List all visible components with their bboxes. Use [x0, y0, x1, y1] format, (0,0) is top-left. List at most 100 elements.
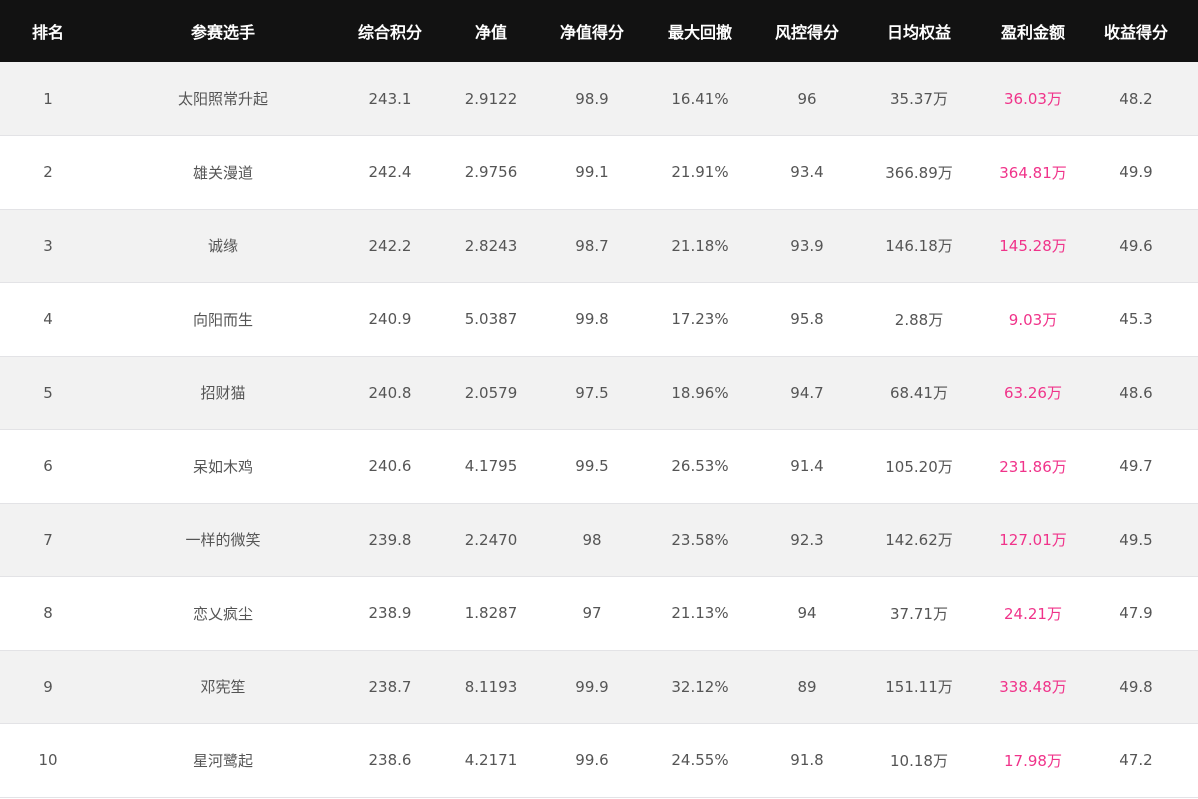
- table-header: 排名 参赛选手 综合积分 净值 净值得分 最大回撤 风控得分 日均权益 盈利金额 收益得分: [0, 0, 1198, 62]
- cell-net-value-score: 99.6: [575, 751, 609, 770]
- cell-profit-amount: 17.98万: [1004, 751, 1062, 770]
- cell-max-drawdown: 23.58%: [671, 530, 729, 549]
- cell-max-drawdown: 32.12%: [671, 677, 729, 696]
- cell-avg-daily-equity: 366.89万: [885, 163, 953, 182]
- cell-profit-amount: 24.21万: [1004, 604, 1062, 623]
- cell-total-score: 240.9: [368, 310, 412, 329]
- cell-max-drawdown: 18.96%: [671, 383, 729, 402]
- cell-avg-daily-equity: 37.71万: [890, 604, 948, 623]
- table-row: 7 一样的微笑 239.8 2.2470 98 23.58% 92.3 142.62万 127.…: [0, 503, 1198, 577]
- cell-net-value: 4.1795: [464, 457, 518, 476]
- cell-risk-score: 95.8: [790, 310, 824, 329]
- cell-risk-score: 93.9: [790, 236, 824, 255]
- cell-total-score: 242.2: [368, 236, 412, 255]
- cell-rank: 9: [43, 677, 53, 696]
- cell-rank: 6: [43, 457, 53, 476]
- cell-net-value-score: 97.5: [575, 383, 609, 402]
- cell-player: 邓宪笙: [200, 678, 246, 697]
- cell-net-value: 2.8243: [464, 236, 518, 255]
- cell-player: 雄关漫道: [192, 163, 253, 182]
- cell-rank: 5: [43, 383, 53, 402]
- cell-rank: 2: [43, 163, 53, 182]
- cell-profit-amount: 36.03万: [1004, 90, 1062, 108]
- cell-total-score: 240.6: [368, 457, 412, 476]
- cell-net-value: 4.2171: [464, 751, 518, 770]
- table-row: 4 向阳而生 240.9 5.0387 99.8 17.23% 95.8 2.88万 9.03万…: [0, 283, 1198, 356]
- cell-profit-amount: 63.26万: [1004, 384, 1062, 403]
- table-row: 9 邓宪笙 238.7 8.1193 99.9 32.12% 89 151.11万 338.48…: [0, 650, 1198, 724]
- column-header-player[interactable]: 参赛选手: [190, 23, 255, 42]
- cell-rank: 10: [38, 751, 58, 770]
- cell-max-drawdown: 16.41%: [671, 89, 729, 108]
- cell-avg-daily-equity: 10.18万: [890, 751, 948, 770]
- cell-profit-amount: 338.48万: [999, 678, 1067, 697]
- cell-net-value-score: 98.7: [575, 236, 609, 255]
- table-row: 3 诚缘 242.2 2.8243 98.7 21.18% 93.9 146.18万 145.2…: [0, 209, 1198, 283]
- column-header-net-value-score[interactable]: 净值得分: [559, 23, 624, 42]
- cell-return-score: 48.2: [1119, 89, 1153, 108]
- cell-profit-amount: 9.03万: [1008, 310, 1058, 329]
- cell-profit-amount: 231.86万: [999, 457, 1067, 476]
- cell-risk-score: 94.7: [790, 383, 824, 402]
- cell-net-value: 2.9756: [464, 163, 518, 182]
- cell-risk-score: 94: [797, 604, 817, 623]
- column-header-max-drawdown[interactable]: 最大回撤: [667, 23, 732, 42]
- cell-avg-daily-equity: 151.11万: [885, 678, 953, 697]
- cell-avg-daily-equity: 68.41万: [890, 384, 948, 403]
- cell-total-score: 243.1: [368, 89, 412, 108]
- cell-max-drawdown: 21.18%: [671, 236, 729, 255]
- cell-net-value: 1.8287: [464, 604, 518, 623]
- cell-net-value: 2.2470: [464, 530, 518, 549]
- cell-player: 恋乂疯尘: [192, 604, 253, 623]
- cell-net-value: 2.9122: [464, 89, 518, 108]
- cell-risk-score: 92.3: [790, 530, 824, 549]
- cell-rank: 3: [43, 236, 53, 255]
- table-row: 1 太阳照常升起 243.1 2.9122 98.9 16.41% 96 35.37万 36.0…: [0, 62, 1198, 136]
- cell-max-drawdown: 26.53%: [671, 457, 729, 476]
- cell-avg-daily-equity: 2.88万: [894, 310, 944, 329]
- cell-max-drawdown: 17.23%: [671, 310, 729, 329]
- cell-avg-daily-equity: 146.18万: [885, 237, 953, 256]
- cell-player: 星河鹭起: [192, 751, 253, 770]
- cell-player: 呆如木鸡: [192, 457, 253, 476]
- cell-player: 诚缘: [207, 237, 238, 256]
- cell-total-score: 239.8: [368, 530, 412, 549]
- cell-return-score: 49.9: [1119, 163, 1153, 182]
- column-header-rank[interactable]: 排名: [31, 23, 64, 42]
- cell-net-value-score: 99.8: [575, 310, 609, 329]
- cell-profit-amount: 127.01万: [999, 531, 1067, 550]
- cell-net-value: 2.0579: [464, 383, 518, 402]
- table-row: 5 招财猫 240.8 2.0579 97.5 18.96% 94.7 68.41万 63.26…: [0, 356, 1198, 430]
- cell-rank: 8: [43, 604, 53, 623]
- table-body: 1 太阳照常升起 243.1 2.9122 98.9 16.41% 96 35.37万 36.0…: [0, 62, 1198, 797]
- column-header-net-value[interactable]: 净值: [474, 23, 507, 42]
- cell-risk-score: 93.4: [790, 163, 824, 182]
- cell-net-value-score: 98.9: [575, 89, 609, 108]
- cell-net-value-score: 99.9: [575, 677, 609, 696]
- cell-player: 向阳而生: [192, 310, 253, 329]
- cell-net-value-score: 98: [582, 530, 602, 549]
- column-header-return-score[interactable]: 收益得分: [1103, 23, 1168, 42]
- cell-player: 招财猫: [200, 384, 246, 403]
- cell-total-score: 238.6: [368, 751, 412, 770]
- cell-net-value: 5.0387: [464, 310, 518, 329]
- cell-avg-daily-equity: 105.20万: [885, 457, 953, 476]
- cell-return-score: 45.3: [1119, 310, 1153, 329]
- table-row: 6 呆如木鸡 240.6 4.1795 99.5 26.53% 91.4 105.20万 231…: [0, 430, 1198, 503]
- column-header-total-score[interactable]: 综合积分: [357, 23, 422, 42]
- column-header-risk-score[interactable]: 风控得分: [774, 23, 839, 42]
- cell-net-value-score: 97: [582, 604, 602, 623]
- cell-net-value: 8.1193: [464, 677, 518, 696]
- cell-return-score: 48.6: [1119, 383, 1153, 402]
- cell-max-drawdown: 24.55%: [671, 751, 729, 770]
- cell-player: 一样的微笑: [185, 531, 261, 550]
- cell-risk-score: 96: [797, 89, 817, 108]
- cell-avg-daily-equity: 35.37万: [890, 90, 948, 108]
- cell-profit-amount: 364.81万: [999, 163, 1067, 182]
- table-row: 8 恋乂疯尘 238.9 1.8287 97 21.13% 94 37.71万 24.21万 47…: [0, 577, 1198, 650]
- cell-max-drawdown: 21.13%: [671, 604, 729, 623]
- cell-rank: 1: [43, 89, 53, 108]
- column-header-avg-daily-equity[interactable]: 日均权益: [886, 23, 951, 42]
- column-header-profit-amount[interactable]: 盈利金额: [1000, 23, 1065, 42]
